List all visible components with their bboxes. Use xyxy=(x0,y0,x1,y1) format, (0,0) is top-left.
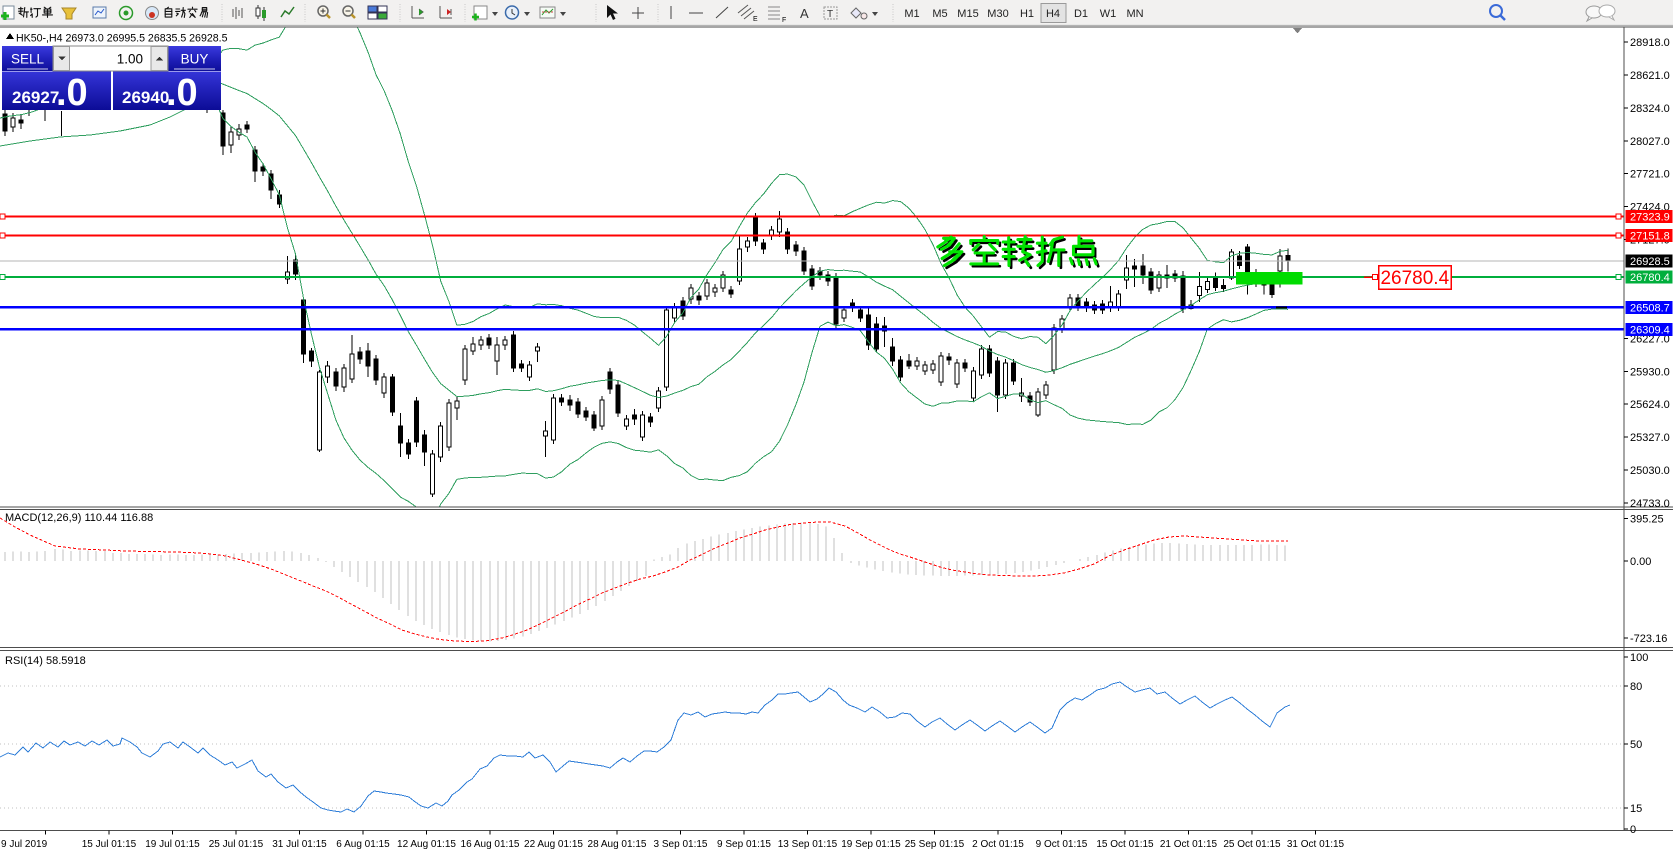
svg-text:27721.0: 27721.0 xyxy=(1630,169,1670,181)
svg-text:25030.0: 25030.0 xyxy=(1630,465,1670,477)
svg-text:25 Sep 01:15: 25 Sep 01:15 xyxy=(905,839,965,850)
svg-text:W1: W1 xyxy=(1100,8,1117,20)
svg-text:RSI(14) 58.5918: RSI(14) 58.5918 xyxy=(5,655,86,667)
svg-text:15 Jul 01:15: 15 Jul 01:15 xyxy=(82,839,137,850)
svg-text:9 Sep 01:15: 9 Sep 01:15 xyxy=(717,839,771,850)
svg-text:80: 80 xyxy=(1630,681,1642,693)
svg-text:9 Oct 01:15: 9 Oct 01:15 xyxy=(1036,839,1088,850)
svg-text:0: 0 xyxy=(1630,824,1636,836)
svg-text:M30: M30 xyxy=(987,8,1008,20)
svg-text:1.00: 1.00 xyxy=(117,52,143,67)
svg-text:3 Sep 01:15: 3 Sep 01:15 xyxy=(654,839,708,850)
svg-text:19 Sep 01:15: 19 Sep 01:15 xyxy=(841,839,901,850)
svg-text:M5: M5 xyxy=(932,8,947,20)
svg-text:26227.0: 26227.0 xyxy=(1630,333,1670,345)
svg-text:28324.0: 28324.0 xyxy=(1630,103,1670,115)
svg-text:26928.5: 26928.5 xyxy=(1630,256,1670,268)
svg-text:25 Oct 01:15: 25 Oct 01:15 xyxy=(1223,839,1281,850)
svg-text:15 Oct 01:15: 15 Oct 01:15 xyxy=(1096,839,1154,850)
svg-text:25930.0: 25930.0 xyxy=(1630,366,1670,378)
svg-text:12 Aug 01:15: 12 Aug 01:15 xyxy=(397,839,456,850)
svg-text:16 Aug 01:15: 16 Aug 01:15 xyxy=(461,839,520,850)
svg-text:24733.0: 24733.0 xyxy=(1630,498,1670,510)
svg-text:28027.0: 28027.0 xyxy=(1630,136,1670,148)
svg-text:26309.4: 26309.4 xyxy=(1630,324,1670,336)
svg-text:27323.9: 27323.9 xyxy=(1630,212,1670,224)
svg-text:2 Oct 01:15: 2 Oct 01:15 xyxy=(972,839,1024,850)
svg-text:HK50-,H4 26973.0 26995.5 2683: HK50-,H4 26973.0 26995.5 26835.5 26928.5 xyxy=(16,33,228,45)
svg-text:6 Aug 01:15: 6 Aug 01:15 xyxy=(336,839,390,850)
svg-text:BUY: BUY xyxy=(181,52,209,67)
svg-text:26780.4: 26780.4 xyxy=(1380,268,1449,289)
svg-text:27151.8: 27151.8 xyxy=(1630,231,1670,243)
svg-text:MN: MN xyxy=(1126,8,1143,20)
svg-text:-723.16: -723.16 xyxy=(1630,633,1667,645)
svg-text:26927: 26927 xyxy=(12,88,59,107)
svg-text:15: 15 xyxy=(1630,803,1642,815)
svg-text:M15: M15 xyxy=(957,8,978,20)
svg-text:H4: H4 xyxy=(1046,8,1060,20)
svg-text:.0: .0 xyxy=(56,72,88,114)
svg-text:25327.0: 25327.0 xyxy=(1630,432,1670,444)
svg-text:31 Jul 01:15: 31 Jul 01:15 xyxy=(272,839,327,850)
svg-text:A: A xyxy=(800,6,809,21)
svg-text:28918.0: 28918.0 xyxy=(1630,37,1670,49)
svg-text:22 Aug 01:15: 22 Aug 01:15 xyxy=(524,839,583,850)
svg-text:28 Aug 01:15: 28 Aug 01:15 xyxy=(588,839,647,850)
svg-text:13 Sep 01:15: 13 Sep 01:15 xyxy=(778,839,838,850)
svg-text:0.00: 0.00 xyxy=(1630,556,1651,568)
svg-text:T: T xyxy=(827,9,833,20)
svg-text:MACD(12,26,9) 110.44 116.88: MACD(12,26,9) 110.44 116.88 xyxy=(5,512,153,524)
svg-text:25624.0: 25624.0 xyxy=(1630,399,1670,411)
svg-text:31 Oct 01:15: 31 Oct 01:15 xyxy=(1287,839,1345,850)
svg-text:25 Jul 01:15: 25 Jul 01:15 xyxy=(209,839,264,850)
svg-text:9 Jul 2019: 9 Jul 2019 xyxy=(1,839,48,850)
svg-text:26780.4: 26780.4 xyxy=(1630,272,1670,284)
svg-text:.0: .0 xyxy=(166,72,198,114)
svg-text:21 Oct 01:15: 21 Oct 01:15 xyxy=(1160,839,1218,850)
svg-text:100: 100 xyxy=(1630,652,1648,664)
svg-text:SELL: SELL xyxy=(11,52,45,67)
svg-text:D1: D1 xyxy=(1074,8,1088,20)
svg-text:19 Jul 01:15: 19 Jul 01:15 xyxy=(145,839,200,850)
svg-text:395.25: 395.25 xyxy=(1630,514,1664,526)
svg-text:28621.0: 28621.0 xyxy=(1630,70,1670,82)
svg-text:26508.7: 26508.7 xyxy=(1630,302,1670,314)
svg-text:F: F xyxy=(782,17,786,24)
svg-text:H1: H1 xyxy=(1020,8,1034,20)
svg-text:E: E xyxy=(753,16,758,23)
svg-text:M1: M1 xyxy=(904,8,919,20)
svg-text:26940: 26940 xyxy=(122,88,169,107)
svg-text:50: 50 xyxy=(1630,739,1642,751)
